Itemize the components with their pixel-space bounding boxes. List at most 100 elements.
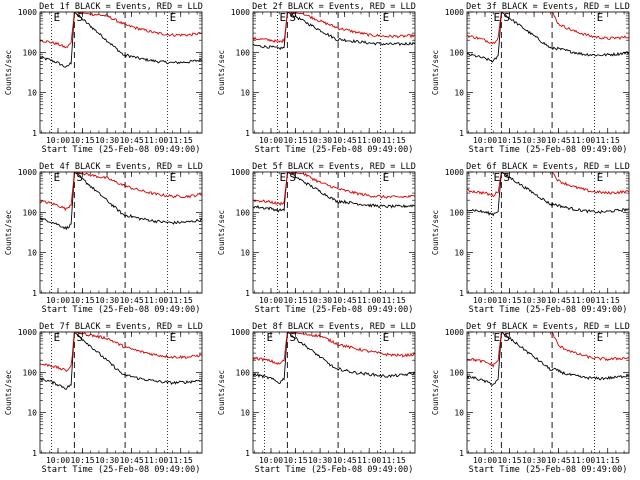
x-tick-label: 11:15: [169, 296, 193, 305]
marker-label: E: [597, 171, 604, 184]
series-line: [467, 12, 629, 45]
x-tick-label: 10:00: [46, 296, 70, 305]
marker-label: E: [383, 171, 390, 184]
y-tick-label: 1: [459, 289, 464, 298]
marker-label: E: [494, 171, 501, 184]
x-tick-label: 10:45: [547, 136, 571, 145]
x-tick-label: 10:45: [547, 296, 571, 305]
y-axis-label: Counts/sec: [217, 50, 226, 95]
marker-label: E: [494, 331, 501, 344]
y-tick-label: 1: [459, 129, 464, 138]
y-tick-label: 1: [245, 449, 250, 458]
plot-frame: [252, 11, 416, 134]
series-line: [40, 12, 202, 68]
y-tick-label: 10: [454, 409, 464, 418]
x-tick-label: 10:15: [70, 456, 94, 465]
series-line: [467, 12, 629, 63]
x-tick-label: 10:30: [522, 296, 546, 305]
y-tick-label: 100: [236, 48, 251, 57]
x-axis-label: Start Time (25-Feb-08 09:49:00): [42, 145, 201, 155]
marker-label: E: [383, 331, 390, 344]
y-tick-label: 100: [236, 368, 251, 377]
marker-label: S: [76, 11, 83, 24]
x-tick-label: 10:15: [70, 136, 94, 145]
x-tick-label: 10:00: [259, 296, 283, 305]
x-tick-label: 10:30: [308, 456, 332, 465]
x-tick-label: 10:45: [333, 296, 357, 305]
x-axis-label: Start Time (25-Feb-08 09:49:00): [469, 145, 628, 155]
x-tick-label: 10:45: [120, 296, 144, 305]
x-tick-label: 10:15: [70, 296, 94, 305]
plot-frame: [466, 11, 630, 134]
chart-title: Det 3f BLACK = Events, RED = LLD: [466, 2, 630, 12]
series-line: [40, 12, 202, 49]
y-tick-label: 1000: [231, 168, 250, 177]
x-tick-label: 10:15: [497, 296, 521, 305]
marker-label: S: [289, 171, 296, 184]
x-tick-label: 11:00: [357, 136, 381, 145]
marker-label: E: [53, 331, 60, 344]
x-tick-label: 10:45: [120, 136, 144, 145]
x-axis-label: Start Time (25-Feb-08 09:49:00): [42, 465, 201, 475]
x-tick-label: 10:00: [473, 136, 497, 145]
chart-title: Det 8f BLACK = Events, RED = LLD: [252, 322, 416, 332]
y-tick-label: 10: [454, 89, 464, 98]
marker-label: S: [289, 11, 296, 24]
marker-label: S: [289, 331, 296, 344]
y-tick-label: 10: [27, 249, 37, 258]
x-tick-label: 10:30: [308, 136, 332, 145]
plot-frame: [39, 11, 203, 134]
x-axis-label: Start Time (25-Feb-08 09:49:00): [469, 465, 628, 475]
marker-label: E: [597, 11, 604, 24]
y-tick-label: 1000: [18, 168, 37, 177]
y-axis-label: Counts/sec: [431, 210, 440, 255]
x-axis-label: Start Time (25-Feb-08 09:49:00): [255, 305, 414, 315]
x-tick-label: 11:00: [144, 456, 168, 465]
series-line: [40, 332, 202, 390]
series-line: [253, 332, 415, 385]
y-tick-label: 1000: [445, 328, 464, 337]
x-tick-label: 11:15: [169, 136, 193, 145]
plot-frame: [252, 331, 416, 454]
x-tick-label: 11:15: [596, 136, 620, 145]
y-axis-label: Counts/sec: [4, 210, 13, 255]
y-axis-label: Counts/sec: [431, 50, 440, 95]
x-tick-label: 11:00: [571, 296, 595, 305]
y-tick-label: 1: [32, 449, 37, 458]
y-tick-label: 1: [245, 129, 250, 138]
y-tick-label: 100: [236, 208, 251, 217]
y-axis-label: Counts/sec: [217, 210, 226, 255]
plot-frame: [39, 331, 203, 454]
y-tick-label: 1000: [445, 168, 464, 177]
marker-label: E: [170, 331, 177, 344]
x-axis-label: Start Time (25-Feb-08 09:49:00): [255, 465, 414, 475]
y-axis-label: Counts/sec: [4, 370, 13, 415]
x-tick-label: 11:00: [571, 456, 595, 465]
series-line: [40, 172, 202, 212]
x-tick-label: 11:00: [144, 136, 168, 145]
y-tick-label: 10: [240, 89, 250, 98]
x-axis-label: Start Time (25-Feb-08 09:49:00): [42, 305, 201, 315]
marker-label: E: [266, 331, 273, 344]
y-tick-label: 100: [450, 208, 465, 217]
x-tick-label: 10:45: [333, 456, 357, 465]
plot-frame: [39, 171, 203, 294]
x-tick-label: 11:15: [596, 296, 620, 305]
y-axis-label: Counts/sec: [431, 370, 440, 415]
series-line: [253, 172, 415, 213]
y-tick-label: 1000: [18, 8, 37, 17]
chart-title: Det 2f BLACK = Events, RED = LLD: [252, 2, 416, 12]
x-tick-label: 10:00: [46, 136, 70, 145]
x-tick-label: 11:00: [357, 456, 381, 465]
marker-label: E: [383, 11, 390, 24]
x-tick-label: 10:15: [497, 456, 521, 465]
marker-label: S: [503, 171, 510, 184]
marker-label: E: [170, 11, 177, 24]
x-tick-label: 10:15: [497, 136, 521, 145]
